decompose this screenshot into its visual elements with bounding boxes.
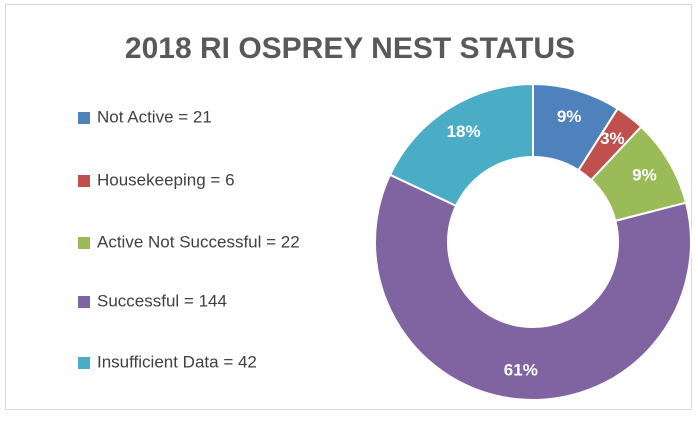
legend-swatch [78,237,90,249]
legend-swatch [78,296,90,308]
legend-swatch [78,112,90,124]
legend-text: Not Active = 21 [97,107,212,126]
legend-text: Successful = 144 [97,291,227,310]
donut-slice [374,173,692,401]
slice-label: 9% [557,107,582,126]
legend-text: Insufficient Data = 42 [97,352,257,371]
slice-label: 9% [632,166,657,185]
legend-swatch [78,357,90,369]
slice-label: 18% [447,122,481,141]
legend-text: Housekeeping = 6 [97,170,235,189]
chart-title: 2018 RI OSPREY NEST STATUS [125,32,575,65]
legend-swatch [78,175,90,187]
slice-label: 3% [600,129,625,148]
legend-text: Active Not Successful = 22 [97,232,300,251]
slice-label: 61% [504,360,538,379]
donut-slice [388,82,534,208]
